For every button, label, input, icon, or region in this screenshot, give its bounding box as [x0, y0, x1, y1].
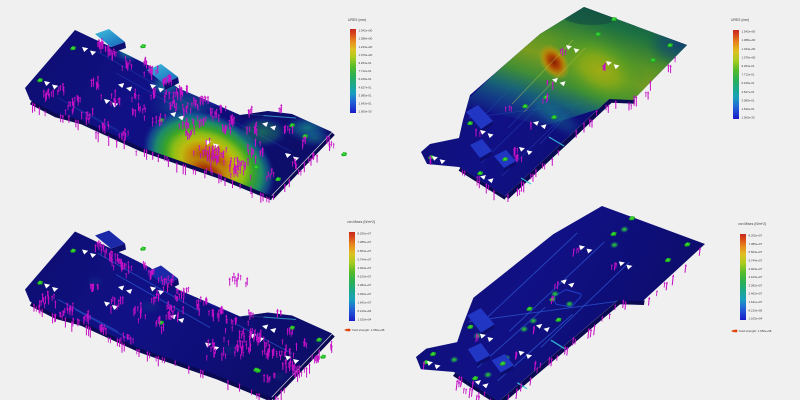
svg-text:2.462e+07: 2.462e+07	[749, 292, 763, 296]
svg-text:4.103e+07: 4.103e+07	[358, 275, 372, 279]
svg-text:1.542e-01: 1.542e-01	[359, 102, 372, 106]
svg-text:1.105e+04: 1.105e+04	[358, 318, 372, 322]
svg-text:1.000e-30: 1.000e-30	[742, 116, 755, 120]
svg-text:1.542e+00: 1.542e+00	[742, 30, 756, 34]
svg-text:5.744e+07: 5.744e+07	[749, 259, 763, 263]
svg-text:4.627e-01: 4.627e-01	[359, 85, 372, 89]
svg-text:4.627e-01: 4.627e-01	[742, 90, 755, 94]
svg-text:Yield strength: 1.950e+08: Yield strength: 1.950e+08	[739, 329, 772, 333]
svg-text:7.712e-01: 7.712e-01	[359, 69, 372, 73]
svg-text:3.085e-01: 3.085e-01	[359, 93, 372, 97]
svg-text:1.641e+07: 1.641e+07	[358, 300, 372, 304]
svg-text:URES (mm): URES (mm)	[731, 18, 749, 22]
svg-text:8.205e+07: 8.205e+07	[749, 234, 763, 238]
svg-text:4.923e+07: 4.923e+07	[749, 267, 763, 271]
svg-text:1.079e+00: 1.079e+00	[742, 55, 756, 59]
svg-text:von Mises (N/m^2): von Mises (N/m^2)	[347, 220, 375, 224]
svg-text:3.282e+07: 3.282e+07	[358, 283, 372, 287]
svg-text:7.385e+07: 7.385e+07	[749, 242, 763, 246]
svg-text:1.542e+00: 1.542e+00	[359, 29, 373, 33]
svg-text:3.282e+07: 3.282e+07	[749, 283, 763, 287]
svg-text:1.105e+04: 1.105e+04	[749, 317, 763, 321]
svg-text:9.254e-01: 9.254e-01	[359, 61, 372, 65]
svg-text:1.388e+00: 1.388e+00	[359, 37, 373, 41]
svg-text:von Mises (N/m^2): von Mises (N/m^2)	[738, 222, 766, 226]
svg-text:2.462e+07: 2.462e+07	[358, 292, 372, 296]
svg-text:1.000e-30: 1.000e-30	[359, 110, 372, 114]
svg-text:4.103e+07: 4.103e+07	[749, 275, 763, 279]
svg-text:1.388e+00: 1.388e+00	[742, 38, 756, 42]
svg-text:1.234e+00: 1.234e+00	[742, 47, 756, 51]
svg-text:1.542e-01: 1.542e-01	[742, 107, 755, 111]
svg-text:3.085e-01: 3.085e-01	[742, 98, 755, 102]
svg-text:6.564e+07: 6.564e+07	[358, 249, 372, 253]
svg-text:7.712e-01: 7.712e-01	[742, 73, 755, 77]
svg-text:URES (mm): URES (mm)	[348, 18, 366, 22]
svg-text:6.169e-01: 6.169e-01	[742, 81, 755, 85]
svg-text:Yield strength: 1.950e+08: Yield strength: 1.950e+08	[352, 328, 385, 332]
svg-text:1.234e+00: 1.234e+00	[359, 45, 373, 49]
svg-text:8.210e+06: 8.210e+06	[358, 309, 372, 313]
svg-text:4.923e+07: 4.923e+07	[358, 266, 372, 270]
svg-text:9.254e-01: 9.254e-01	[742, 64, 755, 68]
svg-text:8.205e+07: 8.205e+07	[358, 232, 372, 236]
svg-text:6.169e-01: 6.169e-01	[359, 77, 372, 81]
svg-text:7.385e+07: 7.385e+07	[358, 240, 372, 244]
svg-text:8.210e+06: 8.210e+06	[749, 308, 763, 312]
svg-text:5.744e+07: 5.744e+07	[358, 257, 372, 261]
svg-text:1.079e+00: 1.079e+00	[359, 53, 373, 57]
svg-text:6.564e+07: 6.564e+07	[749, 250, 763, 254]
svg-text:1.641e+07: 1.641e+07	[749, 300, 763, 304]
